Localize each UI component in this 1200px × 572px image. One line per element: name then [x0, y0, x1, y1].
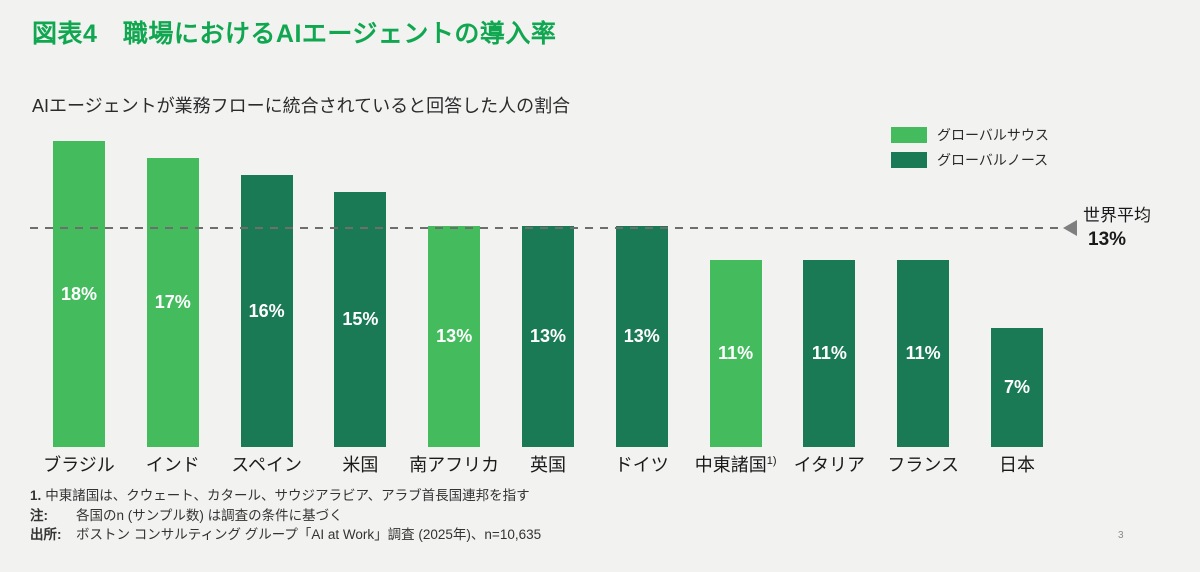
world-average-dashed-line — [30, 227, 1062, 229]
page-title: 図表4 職場におけるAIエージェントの導入率 — [32, 20, 557, 48]
category-label: ドイツ — [614, 455, 669, 475]
bar-9: 11% — [803, 260, 856, 447]
category-label: インド — [145, 455, 200, 475]
bar-value-label: 7% — [1003, 377, 1030, 397]
bar-11: 7% — [991, 328, 1043, 447]
footnote-source: 出所: ボストン コンサルティング グループ「AI at Work」調査 (202… — [30, 525, 541, 545]
legend-swatch-global-south — [891, 127, 927, 143]
page-number: 3 — [1118, 530, 1124, 541]
legend-item-global-north: グローバルノース — [891, 151, 1049, 169]
category-label: 日本 — [999, 455, 1035, 475]
bar-8: 11% — [709, 260, 762, 447]
bar-4: 15% — [334, 192, 387, 447]
legend-swatch-global-north — [891, 152, 927, 168]
category-label: イタリア — [793, 455, 866, 475]
bar-value-label: 16% — [248, 300, 285, 321]
bar-value-label: 13% — [529, 326, 567, 346]
bar-value-label: 11% — [811, 343, 847, 363]
category-label: 南アフリカ — [409, 455, 500, 475]
category-label: ブラジル — [43, 455, 115, 475]
bar-6: 13% — [522, 226, 574, 447]
world-average-value: 13% — [1088, 229, 1127, 250]
bar-3: 16% — [240, 175, 293, 447]
bar-value-label: 11% — [718, 343, 754, 363]
footnote-note-text: 各国のn (サンプル数) は調査の条件に基づく — [76, 507, 343, 523]
bar-1: 18% — [53, 141, 105, 447]
world-average-arrow-icon — [1063, 220, 1077, 236]
category-label: 英国 — [530, 455, 566, 475]
footnote-1-text: 中東諸国は、クウェート、カタール、サウジアラビア、アラブ首長国連邦を指す — [45, 488, 530, 503]
category-label: フランス — [887, 455, 959, 475]
bar-value-label: 13% — [623, 326, 660, 346]
footnotes: 1. 中東諸国は、クウェート、カタール、サウジアラビア、アラブ首長国連邦を指す 注… — [30, 486, 541, 545]
bar-2: 17% — [146, 158, 199, 447]
bar-7: 13% — [615, 226, 668, 447]
bar-10: 11% — [897, 260, 950, 447]
legend-label-global-north: グローバルノース — [937, 152, 1049, 168]
category-label: スペイン — [231, 455, 302, 475]
chart-subtitle: AIエージェントが業務フローに統合されていると回答した人の割合 — [32, 96, 571, 116]
category-label: 米国 — [342, 455, 379, 475]
bar-value-label: 13% — [436, 326, 473, 346]
footnote-1-marker: 1. — [30, 488, 42, 503]
bar-value-label: 17% — [154, 292, 191, 312]
footnote-source-text: ボストン コンサルティング グループ「AI at Work」調査 (2025年)… — [76, 527, 542, 542]
category-label: 中東諸国1) — [694, 455, 777, 475]
world-average-label-text: 世界平均 — [1083, 206, 1151, 225]
bar-value-label: 15% — [342, 309, 379, 329]
world-average-label: 世界平均 13% — [1083, 201, 1151, 251]
legend-label-global-south: グローバルサウス — [937, 127, 1049, 143]
footnote-note-label: 注: — [30, 507, 48, 523]
bar-value-label: 18% — [60, 283, 98, 304]
legend-item-global-south: グローバルサウス — [891, 126, 1049, 144]
footnote-source-label: 出所: — [30, 527, 62, 542]
footnote-note: 注: 各国のn (サンプル数) は調査の条件に基づく — [30, 506, 541, 526]
bar-value-label: 11% — [905, 343, 941, 363]
legend: グローバルサウス グローバルノース — [891, 126, 1049, 176]
footnote-1: 1. 中東諸国は、クウェート、カタール、サウジアラビア、アラブ首長国連邦を指す — [30, 486, 541, 506]
bar-5: 13% — [428, 226, 481, 447]
